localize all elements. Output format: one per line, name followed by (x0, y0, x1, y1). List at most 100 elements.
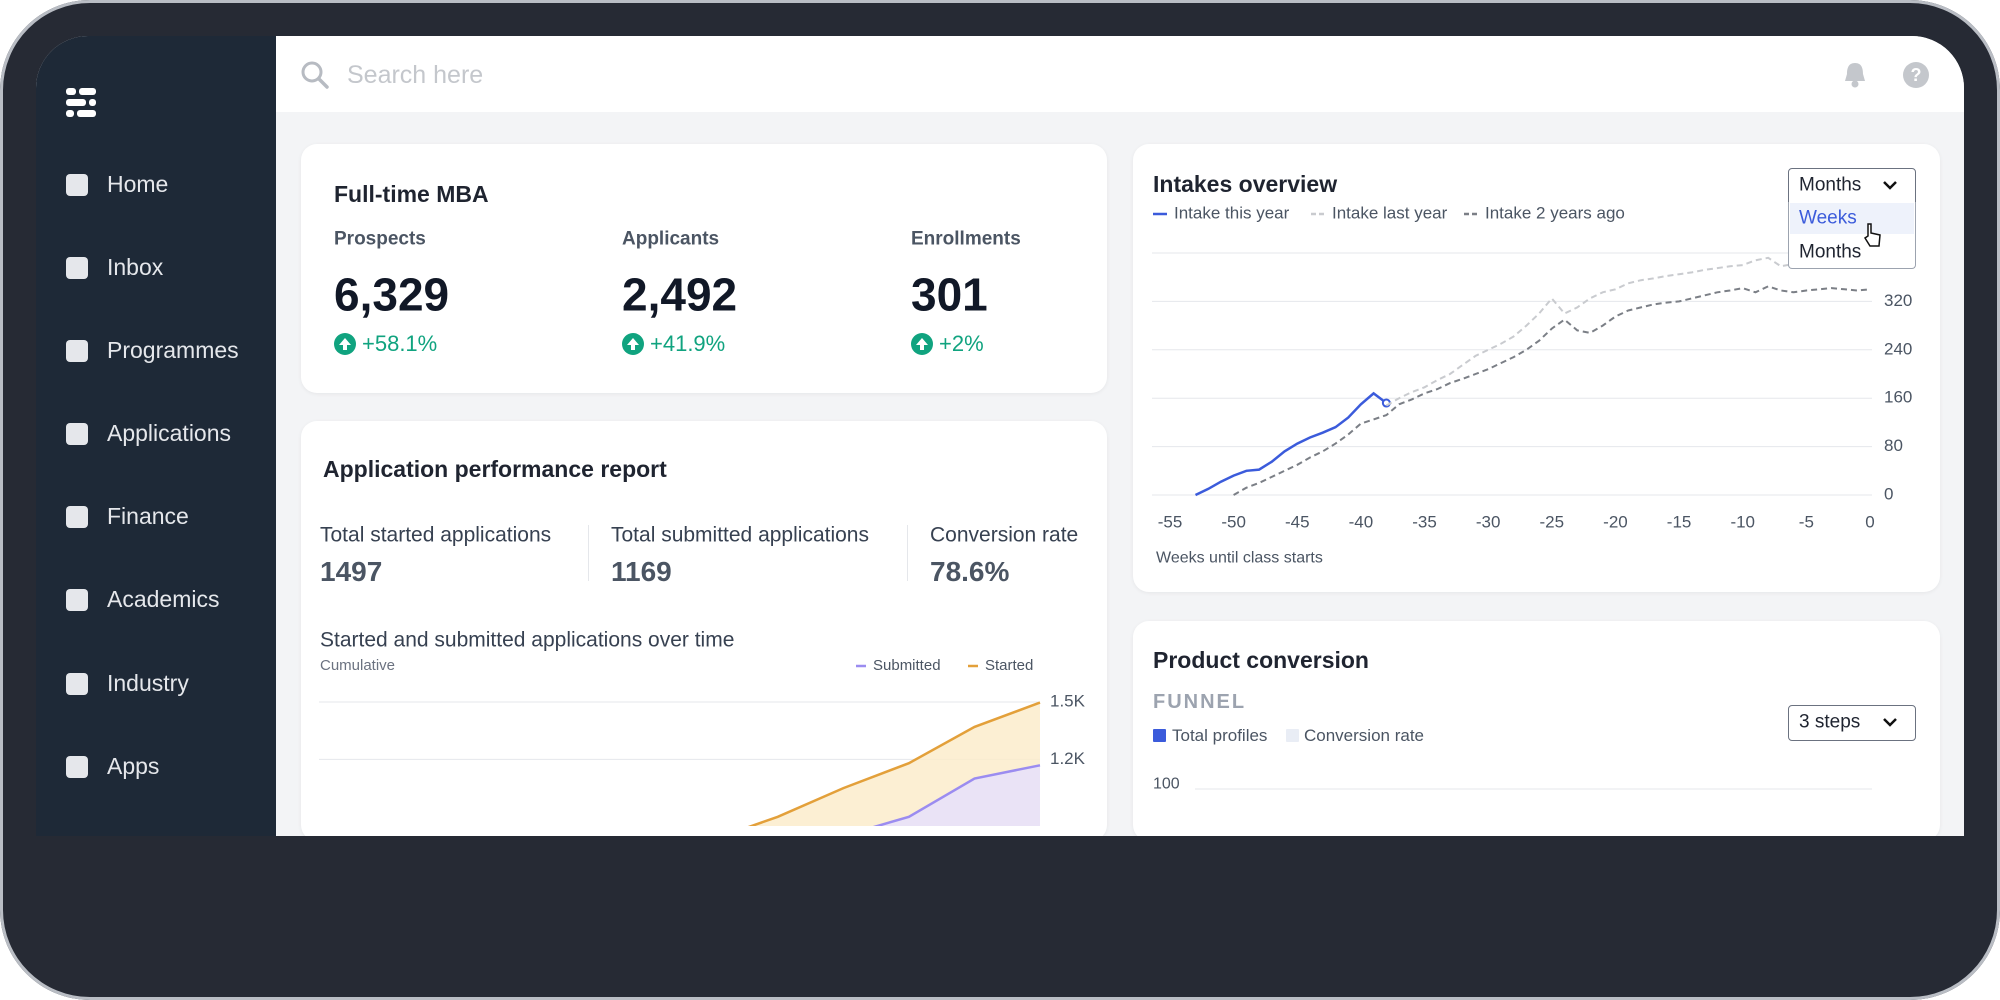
dropdown-value: Months (1799, 174, 1862, 196)
nav-item[interactable]: Apps (107, 753, 160, 780)
x-tick-label: -30 (1476, 512, 1501, 531)
y-tick-label: 240 (1884, 339, 1912, 358)
y-tick-label: 1.5K (1050, 691, 1086, 710)
nav-item[interactable]: Academics (107, 586, 220, 613)
notifications-button[interactable] (1842, 61, 1868, 89)
legend-label: Conversion rate (1304, 725, 1425, 745)
arrow (339, 338, 351, 350)
metric-change: +58.1% (362, 330, 438, 356)
nav-icon (66, 257, 88, 279)
trend-icon (334, 333, 356, 355)
x-tick-label: -5 (1799, 512, 1814, 531)
nav-icon (66, 174, 88, 196)
x-tick-label: -40 (1349, 512, 1374, 531)
nav-icon (66, 673, 88, 695)
programme-card (301, 144, 1107, 393)
line-series (1194, 391, 1388, 497)
screen: Search here ? Full-time MBA Application … (36, 36, 1964, 836)
svg-text:?: ? (1911, 65, 1922, 85)
arrow (627, 338, 639, 350)
trend-icon (911, 333, 933, 355)
dropdown-value: 3 steps (1799, 711, 1861, 733)
line-series (1233, 285, 1871, 496)
logo (66, 88, 96, 117)
divider (907, 525, 908, 581)
x-axis-title: Weeks until class starts (1156, 549, 1323, 567)
dropdown-option[interactable]: Months (1799, 241, 1862, 263)
stat-value: 1169 (611, 556, 672, 588)
metric-label: Applicants (622, 228, 720, 250)
trend-icon (622, 333, 644, 355)
nav-item[interactable]: Programmes (107, 337, 239, 364)
x-tick-label: -35 (1412, 512, 1437, 531)
y-tick-label: 0 (1884, 484, 1893, 503)
x-tick-label: -15 (1667, 512, 1692, 531)
stat-value: 1497 (320, 556, 383, 588)
chart-title: Started and submitted applications over … (320, 628, 735, 652)
cursor (1863, 223, 1881, 247)
chevron (1883, 181, 1897, 190)
legend-label: Intake 2 years ago (1485, 203, 1625, 222)
nav-item[interactable]: Applications (107, 420, 232, 447)
legend-label: Intake last year (1332, 203, 1448, 222)
nav-icon (66, 340, 88, 362)
option-highlight (1790, 203, 1914, 234)
stat-label: Conversion rate (930, 523, 1079, 547)
card-title: Product conversion (1153, 647, 1369, 674)
legend-label: Intake this year (1174, 203, 1290, 222)
chart-subtitle: Cumulative (320, 657, 396, 674)
search-icon (301, 61, 329, 89)
charts: 080160240320400-55-50-45-40-35-30-25-20-… (319, 203, 1912, 826)
line-series (1385, 256, 1871, 407)
nav-item[interactable]: Inbox (107, 254, 164, 281)
x-tick-label: -45 (1285, 512, 1310, 531)
search-input[interactable]: Search here (347, 61, 484, 89)
stat-label: Total submitted applications (611, 523, 869, 547)
metric-change: +41.9% (650, 330, 726, 356)
x-tick-label: -20 (1603, 512, 1628, 531)
topbar (276, 36, 1964, 112)
nav-item[interactable]: Home (107, 171, 169, 198)
legend-swatch (1153, 729, 1166, 742)
legend-label: Started (985, 657, 1033, 674)
help-button[interactable]: ? (1902, 61, 1930, 89)
card-title: Intakes overview (1153, 171, 1338, 198)
layout: Search here ? Full-time MBA Application … (36, 36, 1964, 836)
legend-label: Submitted (873, 657, 941, 674)
x-tick-label: -25 (1540, 512, 1565, 531)
metric-value: 301 (911, 268, 988, 321)
x-tick-label: -10 (1730, 512, 1755, 531)
nav-icon (66, 756, 88, 778)
arrow (916, 338, 928, 350)
area-line (747, 701, 1041, 826)
y-tick-label: 100 (1153, 775, 1180, 793)
x-tick-label: 0 (1865, 512, 1874, 531)
metric-value: 2,492 (622, 268, 738, 321)
x-tick-label: -55 (1158, 512, 1183, 531)
nav-item[interactable]: Industry (107, 670, 189, 697)
nav-icon (66, 589, 88, 611)
metric-value: 6,329 (334, 268, 450, 321)
metric-change: +2% (939, 330, 984, 356)
nav-icon (66, 506, 88, 528)
metric-label: Enrollments (911, 228, 1021, 250)
y-tick-label: 160 (1884, 388, 1912, 407)
card-title: Full-time MBA (334, 181, 489, 208)
divider (588, 525, 589, 581)
card-subtitle: FUNNEL (1153, 691, 1247, 713)
chart-layer: 080160240320400-55-50-45-40-35-30-25-20-… (319, 203, 1912, 826)
metric-label: Prospects (334, 228, 426, 250)
nav-icon (66, 423, 88, 445)
legend-label: Total profiles (1172, 725, 1268, 745)
nav-item[interactable]: Finance (107, 503, 189, 530)
dropdown-option[interactable]: Weeks (1799, 207, 1857, 229)
chevron (1883, 718, 1897, 727)
steps-dropdown[interactable] (1788, 705, 1916, 741)
stat-value: 78.6% (930, 556, 1010, 588)
stat-label: Total started applications (320, 523, 552, 547)
y-tick-label: 1.2K (1050, 749, 1086, 768)
y-tick-label: 320 (1884, 291, 1912, 310)
x-tick-label: -50 (1221, 512, 1246, 531)
y-tick-label: 80 (1884, 436, 1903, 455)
